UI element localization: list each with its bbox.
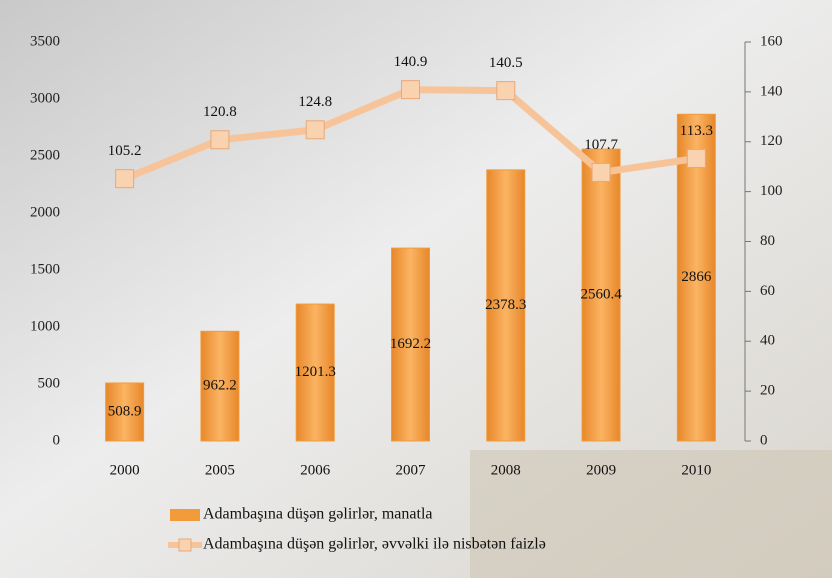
bar-value-label: 962.2 [203,378,237,394]
legend-label: Adambaşına düşən gəlirlər, əvvəlki ilə n… [203,536,546,553]
y-tick-label: 3000 [30,90,60,106]
line-value-label: 107.7 [584,137,618,153]
x-tick-label: 2000 [110,462,140,478]
line-value-label: 140.5 [489,55,523,71]
line-marker [496,81,516,101]
x-tick-label: 2008 [491,462,521,478]
bar-value-label: 508.9 [108,403,142,419]
bar-value-label: 2866 [681,269,712,285]
x-tick-label: 2010 [681,462,711,478]
background-decoration [470,450,832,578]
y2-tick-label: 40 [760,333,775,349]
y2-tick-label: 60 [760,283,775,299]
bar-value-label: 1692.2 [390,336,431,352]
line-marker [305,120,325,140]
y-tick-label: 1000 [30,318,60,334]
y-tick-label: 1500 [30,261,60,277]
bar [486,169,526,442]
line-value-label: 140.9 [394,54,428,70]
line-marker [210,130,230,150]
line-value-label: 113.3 [680,123,713,139]
y-tick-label: 0 [53,432,61,448]
bar [105,382,145,442]
y-tick-label: 2500 [30,147,60,163]
line-marker [686,148,706,168]
x-tick-label: 2009 [586,462,616,478]
x-tick-label: 2007 [396,462,427,478]
bar [676,113,716,442]
y-tick-label: 3500 [30,33,60,49]
legend-label: Adambaşına düşən gəlirlər, manatla [203,506,433,523]
y-tick-label: 500 [38,375,61,391]
y2-tick-label: 20 [760,383,775,399]
y2-tick-label: 100 [760,183,783,199]
line-value-label: 105.2 [108,143,142,159]
bar-value-label: 2560.4 [580,286,622,302]
bar [391,247,430,442]
bar [581,148,621,442]
y2-tick-label: 0 [760,432,768,448]
y2-tick-label: 160 [760,33,783,49]
y-tick-label: 2000 [30,204,60,220]
line-marker [401,80,420,100]
x-tick-label: 2006 [300,462,331,478]
line-marker [591,162,611,182]
y2-tick-label: 80 [760,233,775,249]
y2-tick-label: 140 [760,83,783,99]
legend-swatch [178,538,192,552]
line-marker [115,169,135,189]
line-value-label: 120.8 [203,104,237,120]
bar-value-label: 2378.3 [485,297,526,313]
legend-swatch [170,509,200,521]
bar [295,303,335,442]
x-tick-label: 2005 [205,462,235,478]
line-value-label: 124.8 [298,94,332,110]
y2-tick-label: 120 [760,133,783,149]
bar [200,330,240,442]
bar-value-label: 1201.3 [295,364,336,380]
